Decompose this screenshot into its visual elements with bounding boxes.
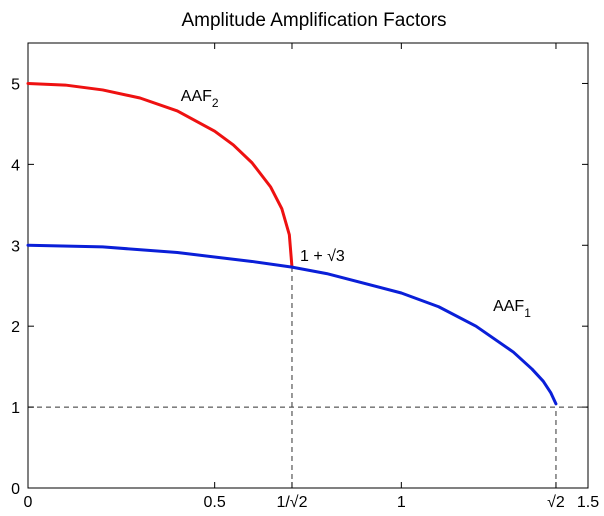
x-tick-label: 0 — [24, 494, 33, 511]
series-label: AAF1 — [493, 298, 531, 320]
x-tick-label: 1.5 — [577, 494, 599, 511]
y-tick-label: 4 — [11, 157, 20, 174]
reference-lines — [28, 266, 588, 488]
x-tick-label: 1 — [397, 494, 406, 511]
y-tick-label: 1 — [11, 400, 20, 417]
series-label: AAF2 — [181, 88, 219, 110]
annotation-layer: AAF2 AAF1 1 + √3 — [181, 88, 531, 320]
y-tick-label: 3 — [11, 238, 20, 255]
y-tick-label: 5 — [11, 76, 20, 93]
tick-labels: 0 0.5 1/√2 1 √2 1.5 0 1 2 3 4 5 — [11, 76, 599, 511]
series-layer — [26, 81, 558, 406]
series-line-2 — [26, 243, 558, 406]
intersection-label: 1 + √3 — [300, 248, 345, 265]
axis-ticks — [27, 43, 589, 489]
x-tick-label: √2 — [547, 494, 565, 511]
x-tick-label: 1/√2 — [276, 494, 307, 511]
chart-title: Amplitude Amplification Factors — [181, 10, 446, 31]
y-tick-label: 0 — [11, 481, 20, 498]
y-tick-label: 2 — [11, 319, 20, 336]
x-tick-label: 0.5 — [204, 494, 226, 511]
series-line-1 — [26, 81, 294, 269]
plot-area — [27, 42, 589, 489]
